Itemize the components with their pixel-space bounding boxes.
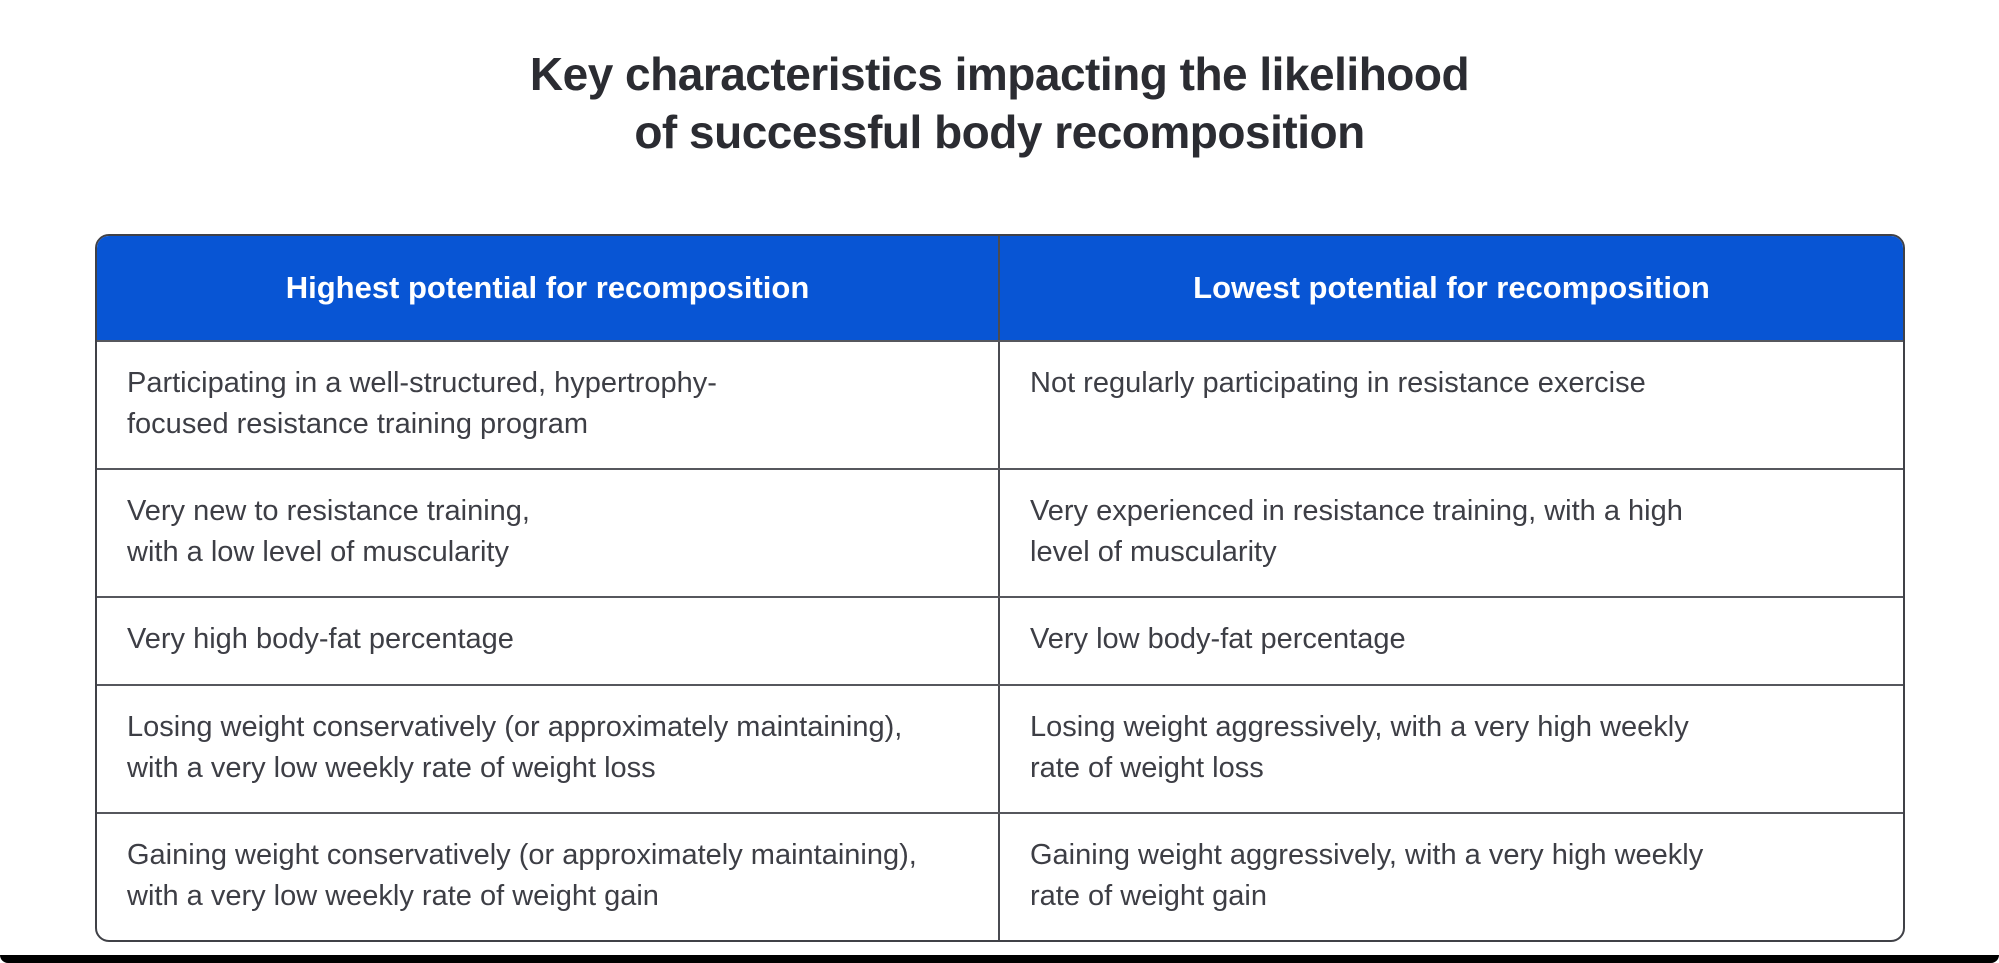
image-bottom-edge [0,955,1999,963]
table-row: Losing weight conservatively (or approxi… [97,683,1903,812]
page-title-line-1: Key characteristics impacting the likeli… [529,48,1470,100]
table-cell-lowest: Very experienced in resistance training,… [1030,494,1683,569]
table-row: Very new to resistance training, with a … [97,467,1903,597]
recomposition-table: Highest potential for recomposition Lowe… [95,234,1905,943]
table-header-row: Highest potential for recomposition Lowe… [97,236,1903,340]
table-cell-highest: Very high body-fat percentage [97,598,1000,684]
table-cell-lowest: Very low body-fat percentage [1030,623,1406,656]
header-cell-lowest-potential: Lowest potential for recomposition [1000,236,1903,340]
table-row: Participating in a well-structured, hype… [97,339,1903,468]
header-cell-highest-potential: Highest potential for recomposition [97,236,1000,340]
table-cell-lowest: Not regularly participating in resistanc… [1030,366,1646,399]
table-cell-lowest: Losing weight aggressively, with a very … [1030,710,1689,784]
table-row: Gaining weight conservatively (or approx… [97,811,1903,941]
table-cell-lowest: Gaining weight aggressively, with a very… [1030,838,1704,913]
table-row: Very high body-fat percentage Very low b… [97,596,1903,684]
table-body: Participating in a well-structured, hype… [97,339,1903,941]
table-cell-highest: Participating in a well-structured, hype… [97,341,1000,468]
table-cell-highest: Gaining weight conservatively (or approx… [97,813,1000,941]
table-cell-highest: Losing weight conservatively (or approxi… [97,685,1000,812]
table-cell-highest: Very new to resistance training, with a … [97,469,1000,597]
page-title: Key characteristics impacting the likeli… [0,0,1999,161]
page-title-line-2: of successful body recomposition [634,105,1365,158]
